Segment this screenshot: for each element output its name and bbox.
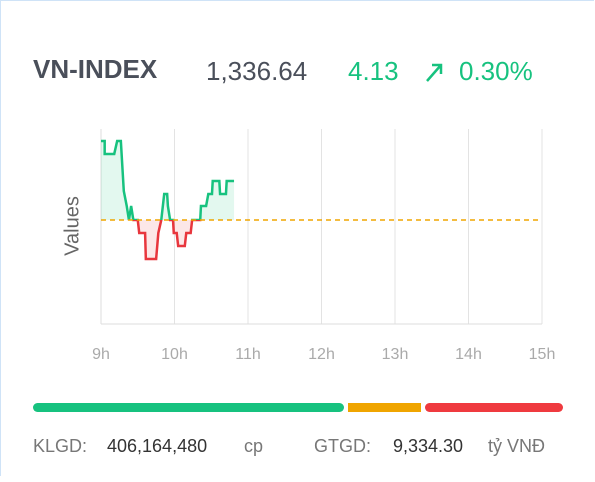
advance-bar [33,403,344,412]
symbol: VN-INDEX [33,54,158,84]
line-up [101,139,235,220]
value-label: GTGD: [314,436,371,456]
y-axis-label: Values [61,196,83,256]
x-tick-label: 15h [529,346,556,363]
x-tick-label: 10h [161,346,188,363]
up-arrow [426,63,443,82]
x-tick-label: 9h [92,346,110,363]
x-tick-label: 12h [308,346,335,363]
value-unit: tỷ VNĐ [488,436,545,456]
x-tick-label: 13h [382,346,409,363]
x-tick-label: 11h [235,346,261,363]
volume: 406,164,480 [107,436,207,456]
volume-label: KLGD: [33,436,87,456]
change-percent: 0.30% [459,56,533,86]
unchanged-bar [348,403,421,412]
x-tick-label: 14h [455,346,482,363]
price: 1,336.64 [206,56,307,86]
change: 4.13 [348,56,399,86]
decline-bar [425,403,563,412]
volume-unit: cp [244,436,263,456]
value: 9,334.30 [393,436,463,456]
